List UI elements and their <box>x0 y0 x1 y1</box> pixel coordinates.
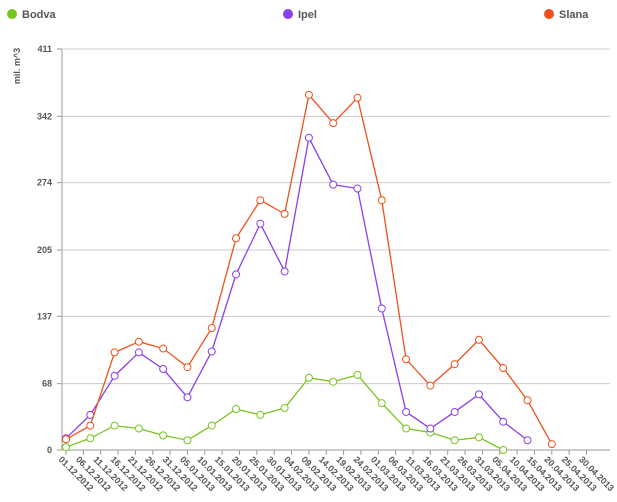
point <box>499 364 508 373</box>
point <box>474 335 483 344</box>
point <box>62 443 70 452</box>
point <box>402 407 411 416</box>
point <box>474 433 483 442</box>
y-tick-label: 68 <box>42 379 52 389</box>
point <box>304 133 313 142</box>
point <box>207 324 216 333</box>
point <box>183 363 192 372</box>
legend-label: Bodva <box>22 9 57 21</box>
point <box>134 337 143 346</box>
point <box>450 407 459 416</box>
point <box>207 347 216 356</box>
y-tick-label: 0 <box>47 445 52 455</box>
y-tick-label: 411 <box>37 44 52 54</box>
point <box>304 90 313 99</box>
y-axis-label: mil. m^3 <box>12 48 22 84</box>
point <box>547 440 556 449</box>
point <box>474 390 483 399</box>
y-tick-label: 205 <box>37 245 52 255</box>
point <box>353 184 362 193</box>
y-tick-label: 137 <box>37 311 52 321</box>
legend-marker <box>283 9 293 19</box>
legend-marker <box>7 9 17 19</box>
point <box>159 365 168 374</box>
series-line <box>65 374 504 451</box>
point <box>450 360 459 369</box>
point <box>353 93 362 102</box>
point <box>523 396 532 405</box>
point <box>329 377 338 386</box>
point <box>304 373 313 382</box>
legend-label: Slana <box>559 9 589 21</box>
point <box>353 370 362 379</box>
y-tick-label: 342 <box>37 111 52 121</box>
point <box>232 270 241 279</box>
point <box>377 399 386 408</box>
point <box>110 371 119 380</box>
point <box>499 417 508 426</box>
point <box>159 344 168 353</box>
point <box>426 424 435 433</box>
legend-label: Ipel <box>298 9 317 21</box>
point <box>499 446 508 454</box>
point <box>86 434 95 443</box>
point <box>207 421 216 430</box>
point <box>256 410 265 419</box>
point <box>377 304 386 313</box>
point <box>523 436 532 445</box>
point <box>232 234 241 243</box>
point <box>134 424 143 433</box>
point <box>426 381 435 390</box>
point <box>402 355 411 364</box>
point <box>183 393 192 402</box>
point <box>329 119 338 128</box>
point <box>280 209 289 218</box>
point <box>377 196 386 205</box>
point <box>256 219 265 228</box>
point <box>159 431 168 440</box>
point <box>280 404 289 413</box>
point <box>110 421 119 430</box>
y-tick-label: 274 <box>37 178 52 188</box>
point <box>232 405 241 414</box>
legend-marker <box>544 9 554 19</box>
point <box>86 421 95 430</box>
point <box>256 196 265 205</box>
point <box>110 348 119 357</box>
series-line <box>65 135 528 441</box>
point <box>62 435 70 444</box>
point <box>402 424 411 433</box>
point <box>450 436 459 445</box>
point <box>183 436 192 445</box>
point <box>329 180 338 189</box>
point <box>280 267 289 276</box>
point <box>134 348 143 357</box>
